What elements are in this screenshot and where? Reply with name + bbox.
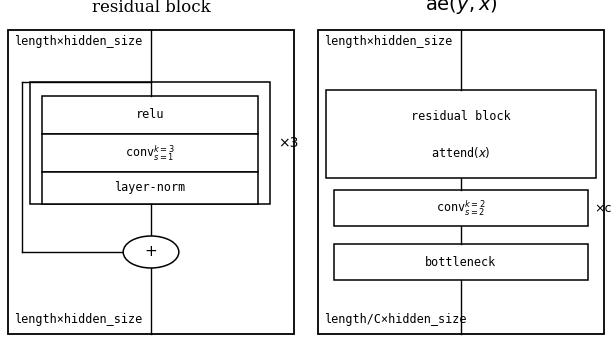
Text: bottleneck: bottleneck xyxy=(425,256,496,269)
Bar xyxy=(334,190,588,226)
Bar xyxy=(318,30,604,334)
Bar xyxy=(334,134,588,170)
Bar xyxy=(42,96,258,134)
Text: residual block: residual block xyxy=(411,109,511,122)
Text: ×3: ×3 xyxy=(278,136,299,150)
Text: residual block: residual block xyxy=(92,0,211,16)
Text: length×hidden_size: length×hidden_size xyxy=(324,35,452,48)
Bar xyxy=(42,134,258,172)
Text: +: + xyxy=(144,245,157,259)
Bar xyxy=(334,98,588,134)
Bar xyxy=(334,244,588,280)
Ellipse shape xyxy=(123,236,179,268)
Text: length/C×hidden_size: length/C×hidden_size xyxy=(324,313,466,326)
Text: $\mathtt{conv}_{s=1}^{k=3}$: $\mathtt{conv}_{s=1}^{k=3}$ xyxy=(125,143,175,163)
Text: $\mathrm{ae}(y, x)$: $\mathrm{ae}(y, x)$ xyxy=(425,0,498,16)
Text: length×hidden_size: length×hidden_size xyxy=(14,35,142,48)
Bar xyxy=(8,30,294,334)
Bar xyxy=(30,82,270,204)
Bar xyxy=(42,172,258,204)
Bar xyxy=(326,90,596,178)
Text: $\mathtt{attend}(x)$: $\mathtt{attend}(x)$ xyxy=(431,145,491,159)
Text: relu: relu xyxy=(136,108,164,121)
Text: $\mathtt{conv}_{s=2}^{k=2}$: $\mathtt{conv}_{s=2}^{k=2}$ xyxy=(436,198,486,218)
Text: ×c: ×c xyxy=(594,201,611,214)
Text: length×hidden_size: length×hidden_size xyxy=(14,313,142,326)
Text: layer-norm: layer-norm xyxy=(114,182,185,195)
